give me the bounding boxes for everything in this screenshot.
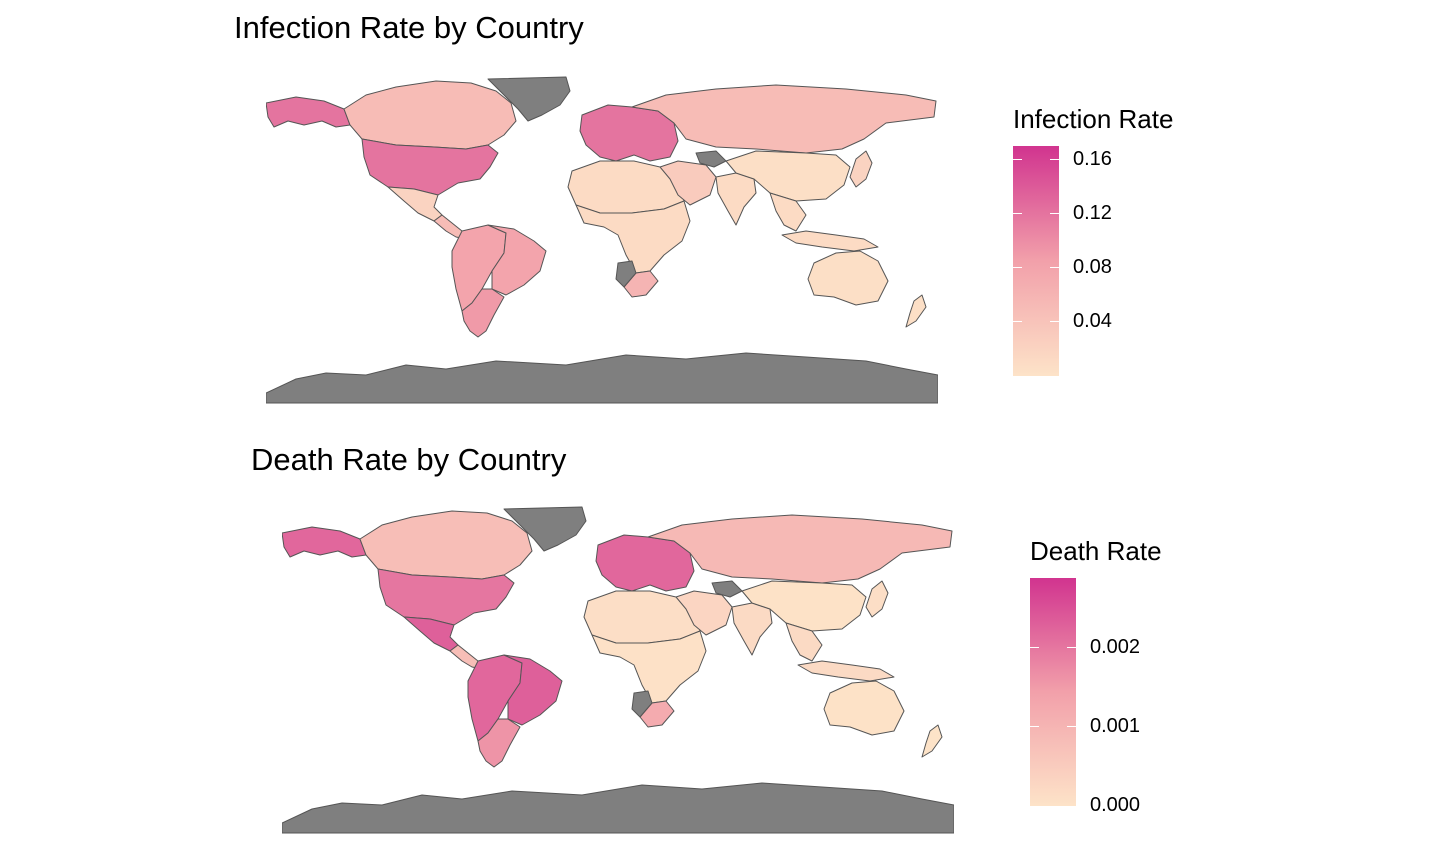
region-indonesia: [781, 230, 879, 252]
legend-tick-mark: [1013, 321, 1022, 323]
legend-tick-mark: [1050, 213, 1059, 215]
legend-tick-mark: [1067, 805, 1076, 807]
color-scale-bar: [1030, 578, 1076, 806]
region-india: [731, 602, 773, 656]
region-greenland: [503, 506, 587, 552]
legend-tick-mark: [1013, 213, 1022, 215]
region-russia: [631, 84, 937, 154]
region-usa: [377, 568, 515, 626]
region-brazil: [503, 654, 563, 726]
region-usa: [361, 138, 499, 196]
region-australia: [823, 680, 905, 736]
legend-tick-mark: [1050, 321, 1059, 323]
region-patagonia: [461, 288, 505, 338]
region-canada: [359, 510, 533, 580]
region-sub-saharan-africa: [575, 200, 691, 274]
legend-tick-label: 0.000: [1090, 794, 1141, 816]
color-scale-bar: [1013, 146, 1059, 376]
legend-tick-label: 0.002: [1090, 635, 1141, 658]
region-alaska: [282, 526, 367, 558]
region-southeast-asia: [785, 622, 823, 662]
legend-tick-mark: [1050, 159, 1059, 161]
legend-tick-label: 0.16: [1073, 147, 1112, 170]
region-namibia: [631, 690, 653, 718]
region-indonesia: [797, 660, 895, 682]
death-map-title: Death Rate by Country: [251, 442, 567, 477]
legend-tick-mark: [1050, 267, 1059, 269]
legend-tick-mark: [1013, 267, 1022, 269]
region-japan: [849, 150, 873, 188]
infection-legend-title: Infection Rate: [1013, 104, 1174, 134]
death-legend-title: Death Rate: [1030, 536, 1162, 566]
region-alaska: [266, 96, 351, 128]
region-antarctica: [282, 782, 954, 834]
region-greenland: [487, 76, 571, 122]
region-new-zealand: [921, 724, 943, 758]
infection-map-title: Infection Rate by Country: [234, 10, 584, 45]
legend-tick-mark: [1030, 647, 1039, 649]
region-patagonia: [477, 718, 521, 768]
region-middle-east: [675, 590, 733, 636]
region-brazil: [487, 224, 547, 296]
legend-tick-mark: [1030, 726, 1039, 728]
region-china: [741, 580, 867, 632]
legend-tick-mark: [1013, 159, 1022, 161]
infection-world-map: [266, 76, 938, 404]
region-australia: [807, 250, 889, 306]
region-russia: [647, 514, 953, 584]
region-turkmenistan: [711, 580, 743, 598]
region-antarctica: [266, 352, 938, 404]
region-india: [715, 172, 757, 226]
region-middle-east: [659, 160, 717, 206]
region-namibia: [615, 260, 637, 288]
region-sub-saharan-africa: [591, 630, 707, 704]
region-japan: [865, 580, 889, 618]
region-new-zealand: [905, 294, 927, 328]
region-china: [725, 150, 851, 202]
region-turkmenistan: [695, 150, 727, 168]
legend-tick-label: 0.04: [1073, 309, 1112, 332]
legend-tick-label: 0.001: [1090, 714, 1141, 737]
legend-tick-label: 0.08: [1073, 255, 1112, 278]
legend-tick-mark: [1030, 805, 1039, 807]
legend-tick-mark: [1067, 726, 1076, 728]
legend-tick-mark: [1067, 647, 1076, 649]
region-southeast-asia: [769, 192, 807, 232]
legend-tick-label: 0.12: [1073, 201, 1112, 224]
region-canada: [343, 80, 517, 150]
death-world-map: [282, 506, 954, 834]
